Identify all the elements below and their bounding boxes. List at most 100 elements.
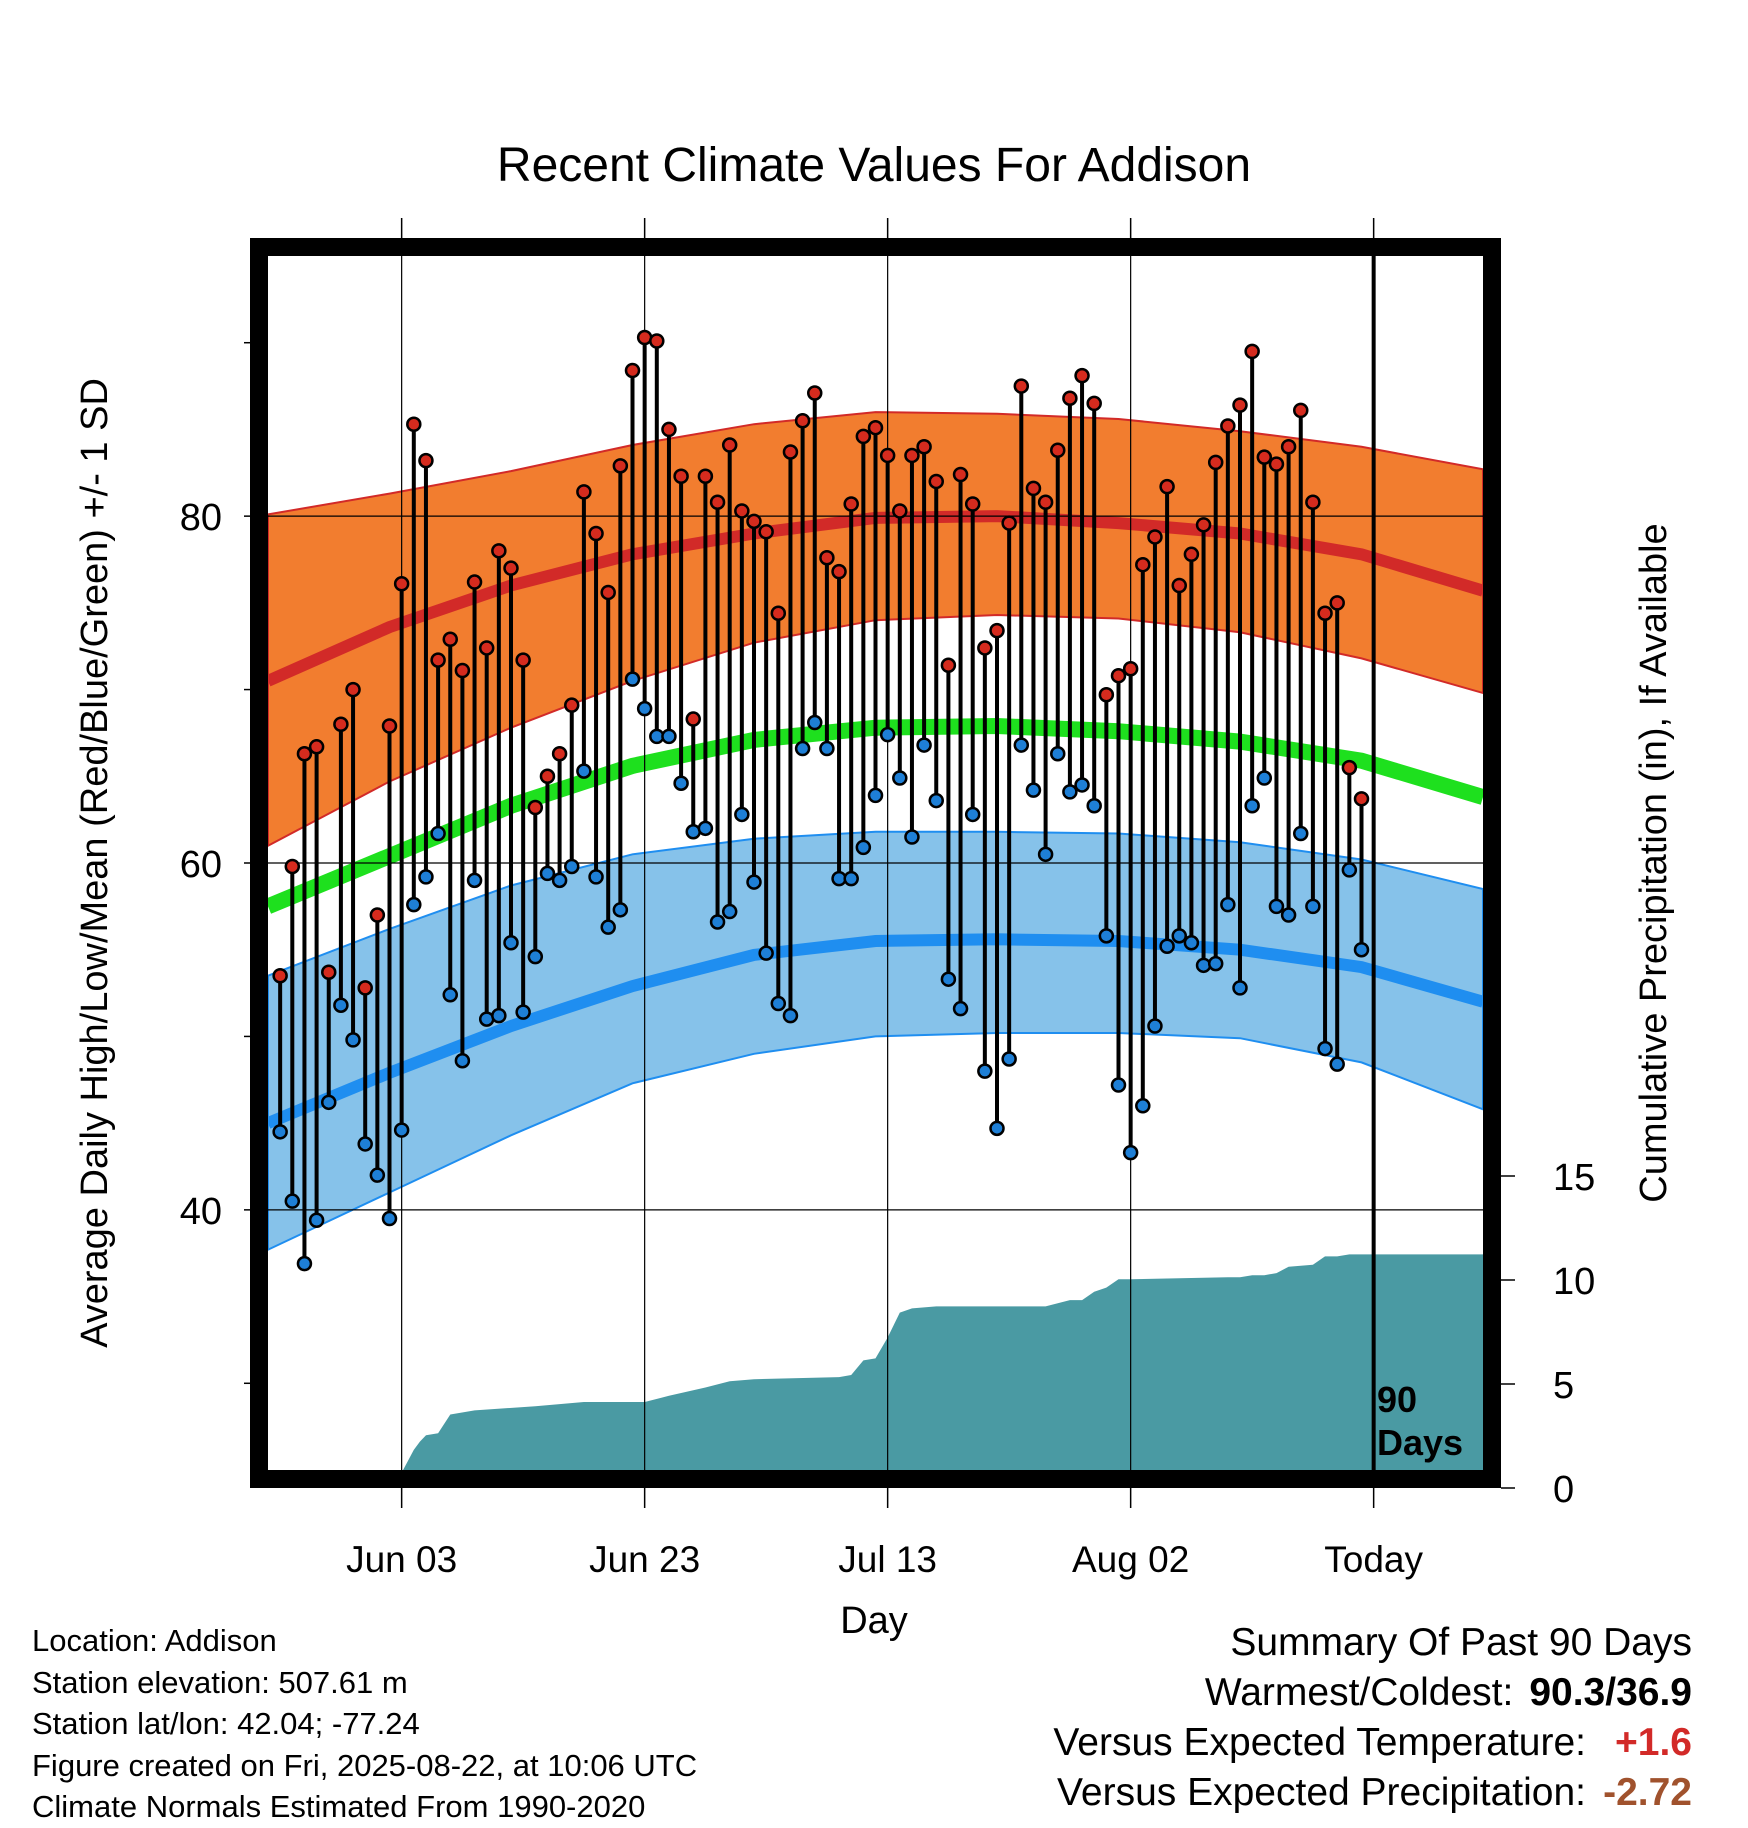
daily-low-point — [539, 865, 556, 882]
daily-low-point — [357, 1136, 373, 1152]
daily-low-point — [442, 987, 458, 1003]
temp-row: Versus Expected Temperature: +1.6 — [1053, 1718, 1692, 1768]
daily-low-point — [794, 740, 811, 757]
daily-low-point — [928, 792, 944, 809]
daily-high-point — [977, 640, 993, 656]
daily-high-point — [661, 421, 677, 438]
daily-high-point — [272, 967, 288, 984]
daily-high-point — [673, 468, 689, 485]
x-tick-label: Aug 02 — [1072, 1539, 1189, 1580]
daily-high-point — [758, 524, 774, 540]
daily-high-point — [770, 605, 787, 622]
daily-high-point — [904, 447, 920, 464]
x-tick-label: Jun 03 — [346, 1539, 457, 1580]
daily-high-point — [1001, 515, 1017, 531]
daily-high-point — [624, 362, 641, 379]
y2-tick-label: 15 — [1553, 1157, 1595, 1199]
daily-high-point — [1256, 449, 1273, 465]
daily-high-point — [807, 385, 823, 401]
plot-area — [268, 256, 1483, 1470]
daily-low-point — [588, 869, 604, 885]
daily-high-point — [1341, 759, 1358, 776]
daily-high-point — [308, 739, 325, 755]
daily-low-point — [843, 870, 859, 887]
daily-low-point — [1220, 896, 1236, 913]
normals-text: Climate Normals Estimated From 1990-2020 — [32, 1789, 646, 1824]
daily-high-point — [478, 640, 495, 656]
daily-high-point — [989, 622, 1005, 639]
daily-low-point — [879, 726, 896, 743]
daily-high-point — [357, 980, 373, 996]
daily-low-point — [308, 1212, 325, 1229]
daily-low-point — [272, 1124, 288, 1140]
daily-high-point — [746, 513, 762, 530]
daily-low-point — [1110, 1077, 1127, 1093]
daily-low-point — [1329, 1056, 1345, 1072]
daily-low-point — [1074, 777, 1090, 793]
daily-high-point — [1086, 395, 1102, 412]
daily-low-point — [1147, 1018, 1163, 1034]
y-axis-title: Average Daily High/Low/Mean (Red/Blue/Gr… — [74, 378, 116, 1348]
daily-low-point — [892, 770, 908, 786]
daily-low-point — [1013, 737, 1030, 753]
elevation-text: Station elevation: 507.61 m — [32, 1664, 408, 1700]
summary-heading: Summary Of Past 90 Days — [1230, 1621, 1692, 1664]
daily-low-point — [551, 872, 568, 889]
plot-content — [268, 256, 1483, 1470]
daily-low-point — [1159, 938, 1175, 954]
created-text: Figure created on Fri, 2025-08-22, at 10… — [32, 1747, 698, 1783]
daily-high-point — [1220, 418, 1236, 434]
marker-label-line1: 90 — [1377, 1379, 1417, 1420]
daily-low-point — [661, 728, 677, 745]
daily-low-point — [636, 700, 653, 717]
daily-high-point — [1244, 343, 1260, 360]
daily-high-point — [539, 768, 556, 785]
daily-low-point — [491, 1007, 507, 1024]
daily-high-point — [1135, 556, 1151, 573]
daily-low-point — [746, 874, 762, 890]
daily-high-point — [1147, 529, 1163, 545]
daily-low-point — [1062, 784, 1078, 800]
y2-tick-label: 5 — [1553, 1365, 1574, 1407]
daily-high-point — [1074, 367, 1090, 384]
daily-high-point — [952, 466, 969, 483]
daily-low-point — [1207, 955, 1224, 972]
daily-high-point — [466, 574, 483, 590]
x-tick-label: Today — [1324, 1539, 1423, 1580]
daily-low-point — [1317, 1040, 1333, 1057]
daily-low-point — [673, 775, 689, 791]
daily-high-point — [406, 416, 422, 432]
daily-high-point — [1171, 577, 1187, 594]
daily-low-point — [321, 1094, 337, 1111]
daily-low-point — [1171, 928, 1187, 944]
daily-high-point — [393, 576, 410, 592]
daily-low-point — [952, 1000, 969, 1017]
y2-axis-title: Cumulative Precipitation (in), If Availa… — [1633, 523, 1675, 1202]
daily-high-point — [551, 745, 568, 762]
daily-low-point — [527, 948, 544, 965]
daily-low-point — [964, 806, 981, 823]
daily-high-point — [1183, 546, 1200, 563]
daily-low-point — [296, 1255, 313, 1272]
daily-low-point — [1135, 1098, 1151, 1114]
daily-high-point — [1305, 494, 1321, 511]
daily-low-point — [1232, 980, 1248, 996]
daily-low-point — [466, 872, 483, 889]
warm-cold-value: 90.3/36.9 — [1529, 1671, 1692, 1714]
daily-high-point — [916, 439, 932, 455]
daily-high-point — [333, 716, 349, 733]
daily-high-point — [345, 681, 361, 698]
daily-high-point — [892, 503, 908, 519]
cumulative-precip-area — [403, 1254, 1483, 1470]
daily-high-point — [1195, 517, 1212, 533]
daily-high-point — [1329, 595, 1345, 611]
y-tick-label: 60 — [180, 844, 222, 886]
daily-low-point — [369, 1167, 386, 1183]
daily-high-point — [964, 496, 981, 512]
daily-high-point — [794, 413, 811, 429]
x-tick-label: Jun 23 — [589, 1539, 700, 1580]
daily-low-point — [393, 1122, 410, 1138]
daily-low-point — [600, 919, 616, 935]
daily-low-point — [1341, 862, 1358, 878]
